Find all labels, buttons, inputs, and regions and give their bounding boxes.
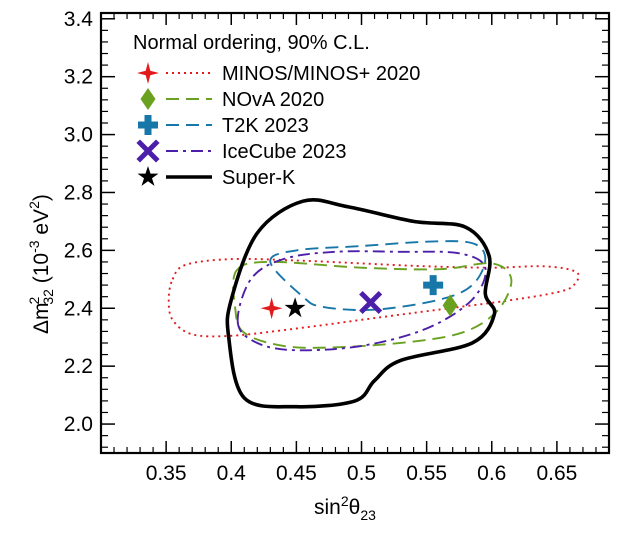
x-tick-label: 0.35: [146, 462, 187, 485]
best-fit-t2k-2023: [423, 275, 444, 296]
legend-label: NOvA 2020: [222, 89, 324, 111]
y-tick-label: 2.0: [64, 413, 93, 436]
contour-minos-minos-2020: [167, 257, 580, 338]
y-axis-title-unit-close: eV: [30, 209, 53, 241]
x-tick-label: 0.65: [536, 462, 577, 485]
legend-title: Normal ordering, 90% C.L.: [133, 32, 370, 54]
y-tick-label: 3.2: [64, 66, 93, 89]
axis-ticks: 0.35 0.4 0.45 0.5 0.55 0.6 0.65 2.0 2.2 2.4 2.6 2.8…: [64, 8, 609, 485]
x-axis-title-sub: 23: [360, 507, 376, 523]
x-tick-label: 0.6: [477, 462, 506, 485]
y-tick-label: 2.8: [64, 181, 93, 204]
legend-marker: [140, 88, 156, 110]
legend-label: Super-K: [222, 167, 296, 189]
x-tick-label: 0.55: [406, 462, 447, 485]
legend-label: IceCube 2023: [222, 141, 347, 163]
best-fit-markers: [260, 275, 458, 320]
y-axis-title-unit-sup: 2: [26, 201, 42, 209]
y-tick-label: 2.6: [64, 239, 93, 262]
legend-marker: [136, 139, 160, 163]
legend-label: T2K 2023: [222, 115, 309, 137]
legend-label: MINOS/MINOS+ 2020: [222, 63, 420, 85]
best-fit-nova-2020: [442, 294, 458, 317]
best-fit-super-k: [284, 297, 306, 318]
y-tick-label: 3.0: [64, 124, 93, 147]
y-axis-title-sup: 2: [26, 296, 42, 304]
y-tick-label: 2.4: [64, 297, 94, 320]
y-axis-title-unit-open: (10: [30, 253, 53, 289]
best-fit-minos-minos-2020: [260, 297, 283, 320]
x-axis-title-base: sin: [314, 496, 341, 519]
y-axis-title-unit-end: ): [30, 194, 53, 201]
plot-frame: [99, 11, 611, 455]
y-axis-title-sub: 32: [40, 289, 56, 305]
contour-icecube-2023: [236, 250, 487, 352]
y-tick-label: 2.2: [64, 355, 93, 378]
x-tick-label: 0.4: [217, 462, 247, 485]
contours-layer: [167, 197, 580, 409]
y-axis-title-unit-exp: -3: [26, 240, 42, 253]
contour-t2k-2023: [269, 240, 487, 312]
contour-nova-2020: [232, 260, 513, 349]
legend-marker: [137, 166, 159, 186]
x-axis-title-mid: θ: [349, 496, 361, 519]
x-axis-title: sin2θ23: [314, 493, 376, 523]
y-axis-title: Δm232 (10-3 eV2): [26, 194, 56, 334]
x-tick-label: 0.5: [347, 462, 376, 485]
x-axis-title-sup: 2: [341, 493, 349, 509]
y-axis-title-base: Δm: [30, 302, 53, 334]
best-fit-icecube-2023: [359, 290, 383, 315]
x-tick-label: 0.45: [276, 462, 317, 485]
legend-marker: [137, 62, 159, 84]
contour-super-k: [225, 197, 497, 409]
legend-marker: [138, 115, 158, 135]
legend: MINOS/MINOS+ 2020 NOvA 2020 T2K 2023 IceCub…: [136, 62, 420, 189]
y-tick-label: 3.4: [64, 8, 94, 31]
